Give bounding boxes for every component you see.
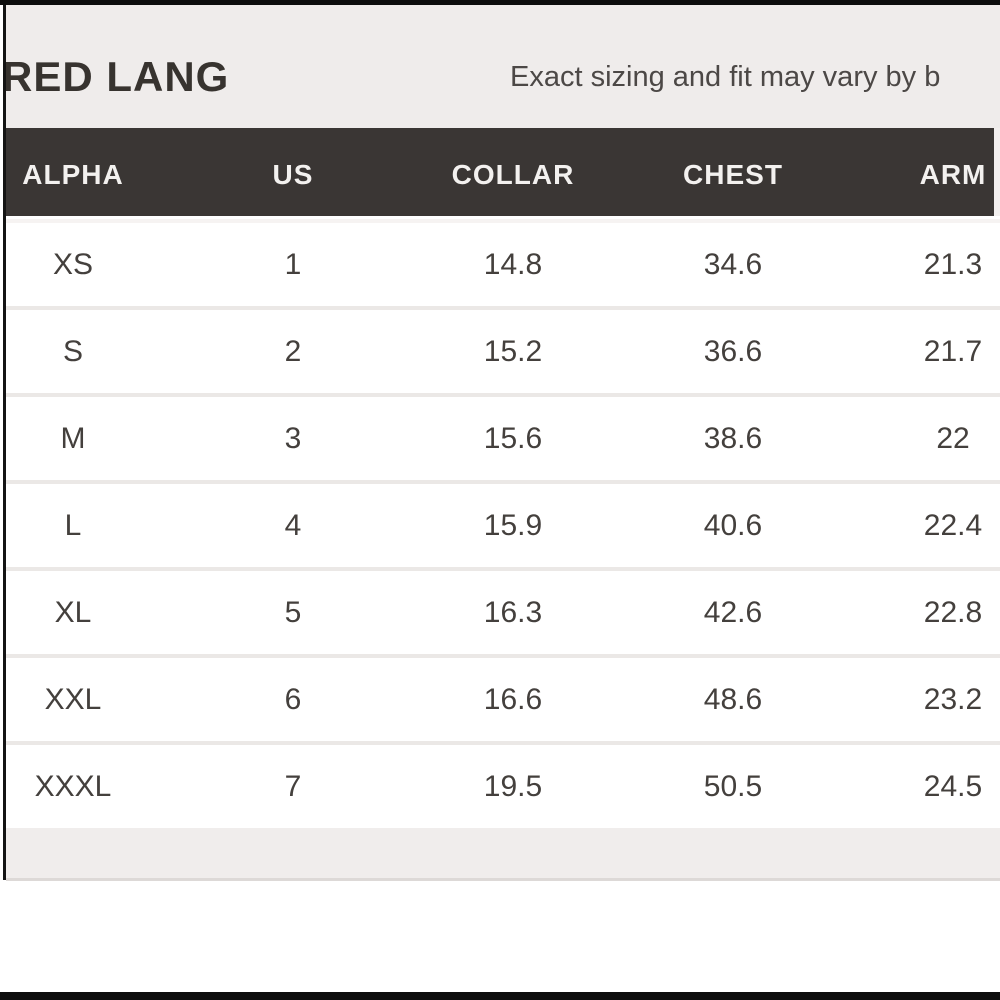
table-cell: 16.6: [483, 682, 543, 716]
window-left-edge: [3, 5, 6, 880]
table-row: S 2 15.2 36.6 21.7: [6, 306, 1000, 393]
table-cell: 5: [284, 595, 302, 629]
table-footer-strip: [6, 828, 1000, 881]
table-cell: XL: [54, 595, 92, 629]
column-header: US: [272, 159, 314, 190]
table-cell: 1: [284, 247, 302, 281]
size-table-header: ALPHA US COLLAR CHEST ARM: [6, 128, 994, 216]
table-cell: 3: [284, 421, 302, 455]
table-row-cells: S 2 15.2 36.6 21.7: [6, 310, 1000, 393]
table-cell: 15.2: [483, 334, 543, 368]
table-cell: 21.7: [923, 334, 983, 368]
table-cell: 14.8: [483, 247, 543, 281]
table-cell: 2: [284, 334, 302, 368]
table-row-cells: XL 5 16.3 42.6 22.8: [6, 571, 1000, 654]
table-cell: 22: [936, 421, 970, 455]
table-cell: 50.5: [703, 769, 763, 803]
size-table-body: XS 1 14.8 34.6 21.3 S 2 15.2 36.6 21.7 M 3 15.6 38.6 2…: [6, 219, 1000, 828]
table-cell: 22.4: [923, 508, 983, 542]
table-cell: 21.3: [923, 247, 983, 281]
table-cell: S: [62, 334, 83, 368]
table-cell: 6: [284, 682, 302, 716]
column-header: ALPHA: [22, 159, 124, 190]
table-cell: 23.2: [923, 682, 983, 716]
table-cell: 15.9: [483, 508, 543, 542]
table-cell: 19.5: [483, 769, 543, 803]
window-top-edge: [0, 0, 1000, 5]
table-row-cells: M 3 15.6 38.6 22: [6, 397, 1000, 480]
table-cell: 4: [284, 508, 302, 542]
column-header: COLLAR: [451, 159, 575, 190]
table-row: XXXL 7 19.5 50.5 24.5: [6, 741, 1000, 828]
table-cell: 22.8: [923, 595, 983, 629]
window-bottom-edge: [0, 992, 1000, 1000]
table-row: L 4 15.9 40.6 22.4: [6, 480, 1000, 567]
column-header: ARM: [919, 159, 987, 190]
table-cell: 36.6: [703, 334, 763, 368]
table-row-cells: XXXL 7 19.5 50.5 24.5: [6, 745, 1000, 828]
table-cell: 38.6: [703, 421, 763, 455]
table-header-row: ALPHA US COLLAR CHEST ARM: [6, 128, 994, 216]
table-row-cells: XS 1 14.8 34.6 21.3: [6, 223, 1000, 306]
column-header: CHEST: [683, 159, 783, 190]
table-cell: 16.3: [483, 595, 543, 629]
table-cell: 24.5: [923, 769, 983, 803]
table-row-cells: L 4 15.9 40.6 22.4: [6, 484, 1000, 567]
table-cell: 34.6: [703, 247, 763, 281]
header-right-gutter: [994, 128, 1000, 216]
table-cell: XXL: [44, 682, 102, 716]
fit-disclaimer-text: Exact sizing and fit may vary by b: [510, 61, 941, 93]
table-cell: XS: [52, 247, 94, 281]
table-row: XL 5 16.3 42.6 22.8: [6, 567, 1000, 654]
table-row: M 3 15.6 38.6 22: [6, 393, 1000, 480]
table-cell: 48.6: [703, 682, 763, 716]
table-row: XXL 6 16.6 48.6 23.2: [6, 654, 1000, 741]
table-row: XS 1 14.8 34.6 21.3: [6, 219, 1000, 306]
table-row-cells: XXL 6 16.6 48.6 23.2: [6, 658, 1000, 741]
brand-title: RED LANG: [6, 53, 230, 100]
table-cell: XXXL: [34, 769, 112, 803]
table-cell: 7: [284, 769, 302, 803]
table-cell: 40.6: [703, 508, 763, 542]
chart-header-panel: RED LANG Exact sizing and fit may vary b…: [6, 5, 1000, 128]
table-cell: 15.6: [483, 421, 543, 455]
table-cell: M: [60, 421, 86, 455]
table-cell: 42.6: [703, 595, 763, 629]
table-cell: L: [64, 508, 82, 542]
